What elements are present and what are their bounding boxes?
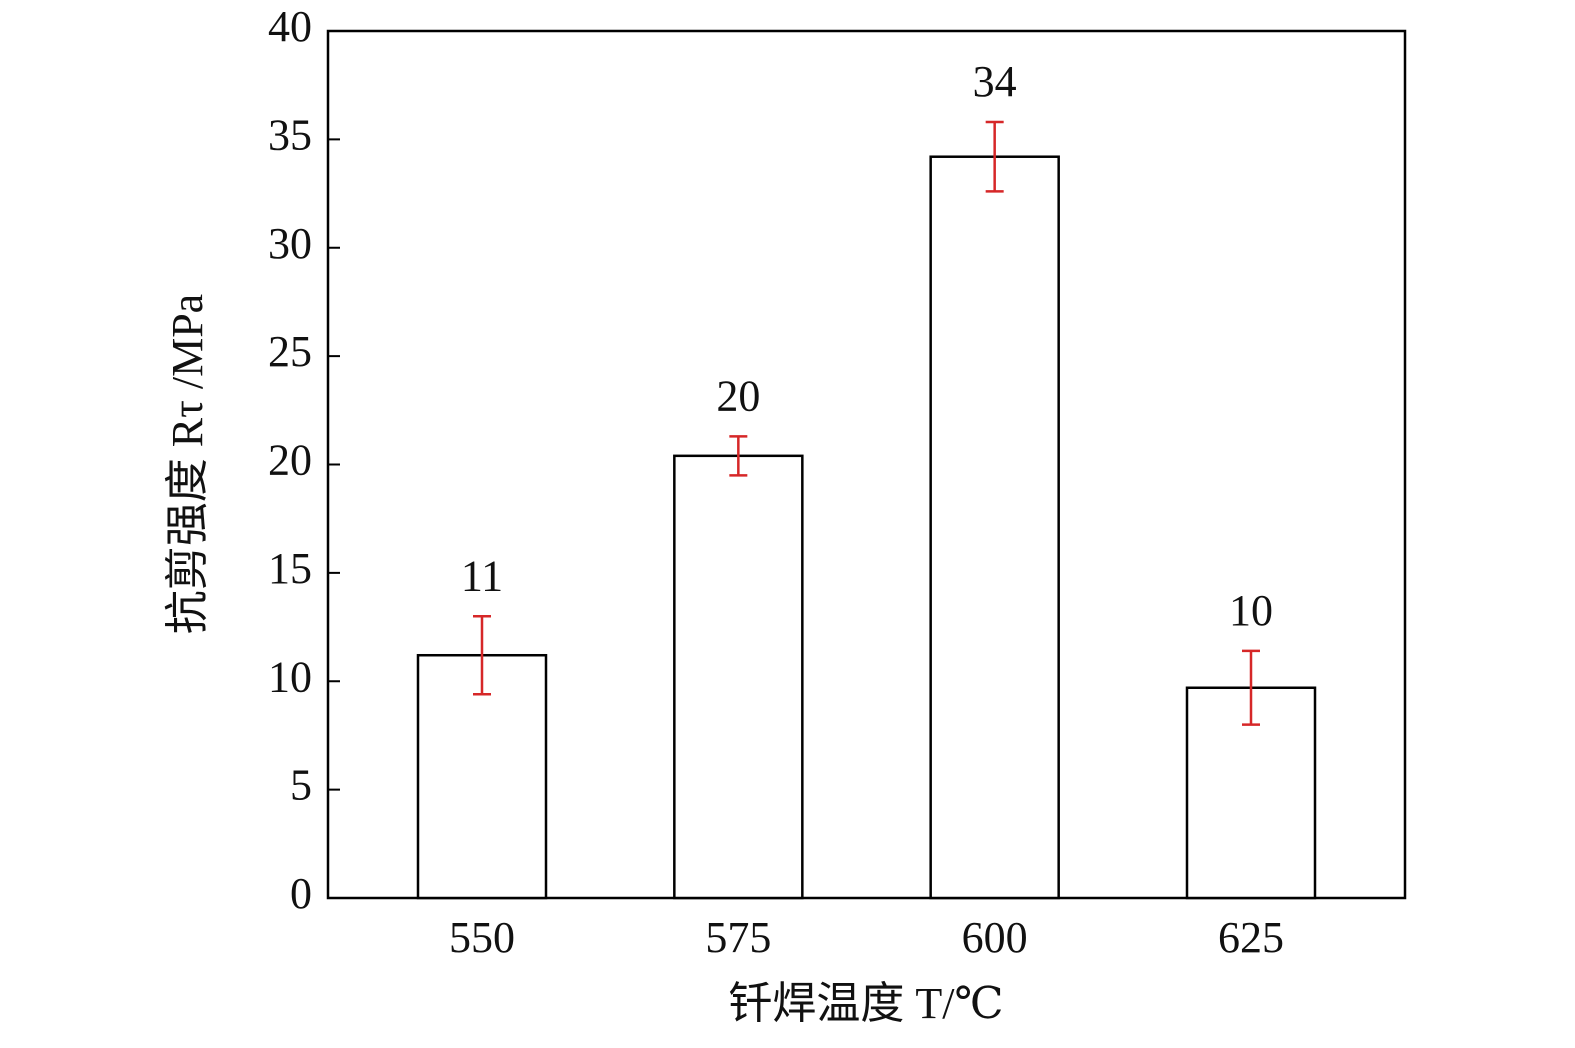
x-tick-label: 625 (1218, 913, 1284, 962)
y-tick-label: 20 (268, 436, 312, 485)
bar (673, 454, 804, 900)
value-label: 20 (716, 371, 760, 420)
x-tick-label: 600 (962, 913, 1028, 962)
value-label: 34 (973, 57, 1017, 106)
error-bar (985, 120, 1004, 193)
value-label: 11 (461, 551, 503, 600)
bar (929, 155, 1060, 900)
x-axis-label: 钎焊温度 T/℃ (728, 979, 1003, 1028)
y-tick-label: 15 (268, 544, 312, 593)
bar (416, 653, 548, 900)
error-bar (473, 614, 491, 696)
error-bar (1242, 649, 1260, 726)
value-label: 10 (1229, 586, 1273, 635)
x-tick-label: 575 (705, 913, 771, 962)
y-axis-label: 抗剪强度 Rτ /MPa (163, 294, 212, 634)
y-tick-label: 0 (290, 869, 312, 918)
y-tick-label: 5 (290, 761, 312, 810)
x-tick-label: 550 (449, 913, 515, 962)
y-tick-label: 30 (268, 219, 312, 268)
y-tick-label: 35 (268, 110, 312, 159)
error-bar (729, 435, 748, 477)
y-tick-label: 10 (268, 652, 312, 701)
y-tick-label: 25 (268, 327, 312, 376)
y-tick-label: 40 (268, 2, 312, 51)
